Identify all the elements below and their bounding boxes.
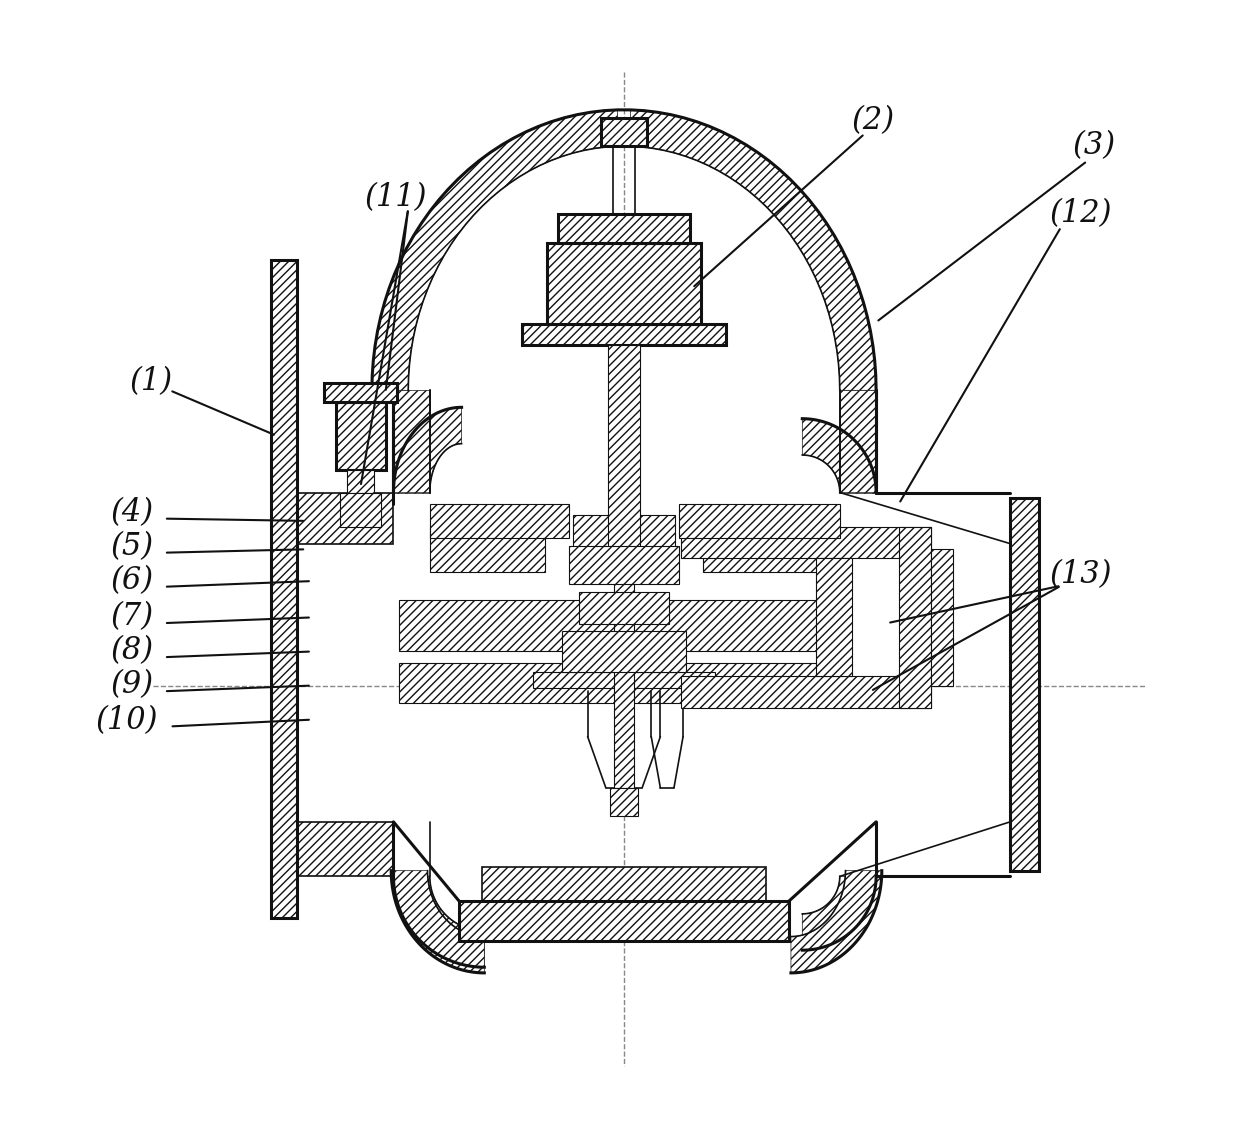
Polygon shape (802, 876, 876, 951)
Polygon shape (931, 549, 953, 685)
Polygon shape (324, 383, 397, 402)
Polygon shape (602, 118, 646, 146)
Text: (11): (11) (366, 182, 428, 213)
Polygon shape (816, 558, 852, 676)
Polygon shape (297, 493, 393, 543)
Text: (3): (3) (1072, 130, 1116, 161)
Polygon shape (704, 526, 840, 572)
Polygon shape (393, 876, 484, 967)
Text: (4): (4) (111, 496, 154, 527)
Polygon shape (573, 515, 675, 583)
Polygon shape (680, 676, 931, 708)
Text: (6): (6) (111, 565, 154, 596)
Polygon shape (336, 402, 386, 470)
Polygon shape (608, 344, 640, 549)
Text: (1): (1) (130, 366, 173, 397)
Polygon shape (271, 260, 297, 919)
Polygon shape (679, 503, 840, 538)
Polygon shape (562, 631, 686, 672)
Polygon shape (482, 867, 766, 901)
Polygon shape (297, 821, 393, 876)
Polygon shape (840, 390, 876, 493)
Polygon shape (372, 110, 618, 390)
Text: (5): (5) (111, 531, 154, 562)
Text: (7): (7) (111, 602, 154, 633)
Polygon shape (610, 788, 638, 816)
Polygon shape (393, 390, 429, 493)
Polygon shape (1010, 498, 1038, 871)
Polygon shape (429, 526, 544, 572)
Text: (9): (9) (111, 669, 154, 700)
Polygon shape (579, 593, 669, 625)
Polygon shape (393, 407, 462, 493)
Polygon shape (459, 901, 789, 942)
Polygon shape (899, 526, 931, 708)
Polygon shape (547, 243, 701, 325)
Polygon shape (680, 526, 931, 558)
Polygon shape (399, 601, 829, 651)
Polygon shape (791, 871, 882, 972)
Polygon shape (429, 503, 569, 538)
Polygon shape (802, 419, 876, 493)
Text: (2): (2) (851, 105, 895, 136)
Polygon shape (399, 662, 829, 702)
Text: (12): (12) (1050, 198, 1112, 229)
Polygon shape (533, 672, 715, 688)
Polygon shape (569, 546, 679, 585)
Polygon shape (614, 549, 634, 788)
Polygon shape (347, 470, 374, 493)
Polygon shape (391, 871, 484, 972)
Text: (8): (8) (111, 635, 154, 667)
Text: (10): (10) (96, 705, 158, 736)
Polygon shape (341, 493, 381, 526)
Polygon shape (630, 110, 876, 390)
Text: (13): (13) (1050, 559, 1112, 590)
Polygon shape (558, 214, 690, 243)
Polygon shape (522, 325, 726, 344)
